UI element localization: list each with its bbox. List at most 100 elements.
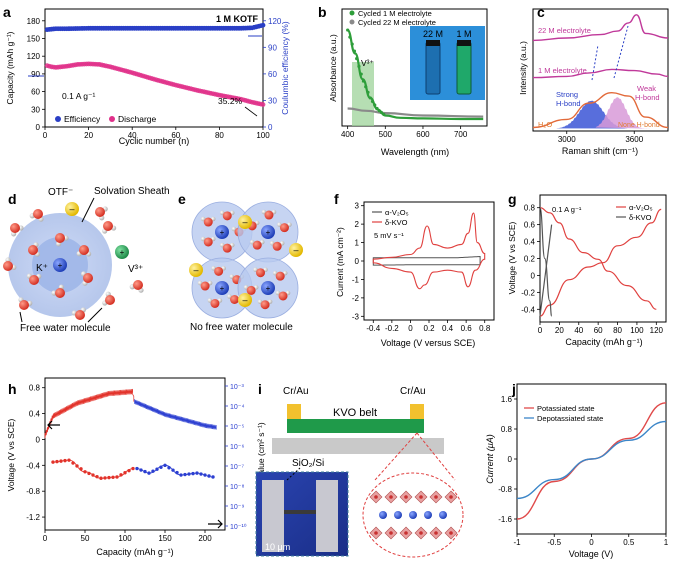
raman-line (532, 14, 669, 42)
x-tick-label: 0 (43, 534, 48, 543)
point-1m (350, 42, 354, 46)
vanadium-atom (389, 495, 393, 499)
y-tick-label: 0.8 (524, 204, 536, 213)
k-ion-charge: + (220, 228, 225, 237)
label-cr1: Cr/Au (283, 386, 309, 397)
legend-label-depot: Depotassiated state (537, 414, 603, 423)
label-v3-b: V³⁺ (361, 58, 375, 68)
plot-frame-c (532, 8, 669, 132)
arrows-free-water (19, 307, 103, 323)
point-1m (346, 28, 350, 32)
point-1m (366, 90, 370, 94)
panel-h: h 0 50 100 150 200 -1.2 -0.8 -0.4 0 0.4 0.8 10⁻¹⁰… (6, 377, 266, 557)
vial-22m (425, 41, 441, 95)
y-tick-label: 3 (355, 202, 360, 211)
potassium-atom (394, 511, 402, 519)
otf-anion (289, 243, 303, 257)
point-1m (379, 110, 384, 115)
oxygen-atom (10, 223, 20, 233)
vial-photo: 22 M 1 M (410, 26, 485, 100)
label-weak-c: Weak (637, 84, 656, 93)
x-tick-label: 0 (408, 324, 413, 333)
oxygen-atom (278, 291, 288, 301)
label-h2o-c: H₂O (538, 120, 552, 129)
y-tick-label: -3 (352, 312, 360, 321)
vanadium-atom (419, 531, 423, 535)
k-ion (53, 258, 67, 272)
oxygen-atom (28, 245, 38, 255)
legend-f: α-V₂O₅ δ-KVO 5 mV s⁻¹ (372, 208, 409, 240)
y-tick-label: 30 (31, 105, 40, 114)
y-tick-label: 150 (27, 35, 41, 44)
point-1m (352, 49, 357, 53)
x-tick-label: -0.4 (366, 324, 380, 333)
panel-letter-i: i (258, 381, 262, 397)
dvalue-point (95, 474, 99, 479)
x-tick-label: -0.2 (385, 324, 399, 333)
panel-f: f -0.4 -0.2 0 0.2 0.4 0.6 0.8 -3 -2 -1 0 1 2 3 Volta… (334, 191, 495, 348)
k-ion (215, 225, 229, 239)
legend-label-1m: Cycled 1 M electrolyte (358, 9, 432, 18)
vanadium-atom (419, 495, 423, 499)
y-tick-label: -2 (352, 294, 360, 303)
x-axis-b: 400 500 600 700 (341, 126, 468, 139)
k-ion (261, 225, 275, 239)
oxygen-atom (3, 261, 13, 271)
x-tick-label: 0.8 (479, 324, 491, 333)
x-tick-label: 50 (81, 534, 90, 543)
panel-letter-a: a (3, 4, 11, 20)
y2-tick-label: 10⁻⁷ (230, 464, 244, 471)
dvalue-point (91, 473, 95, 477)
vanadium-atom (449, 495, 453, 499)
y-axis-label-j: Current (μA) (485, 434, 495, 483)
y2-axis-label-a: Coulumbic efficiency (%) (280, 21, 290, 115)
caption-e: No free water molecule (190, 322, 293, 333)
y2-tick-label: 10⁻⁹ (230, 504, 244, 511)
y-tick-label: -0.2 (521, 288, 535, 297)
y-axis-label-c: Intensity (a.u.) (518, 41, 528, 95)
y-tick-label: -0.4 (26, 461, 40, 470)
k-ion-charge: + (220, 284, 225, 293)
dvalue-point (187, 472, 191, 476)
dvalue-point (203, 473, 207, 477)
label-scale: 10 μm (265, 542, 290, 552)
x-tick-label: 60 (171, 131, 180, 140)
x-tick-label: 600 (416, 130, 430, 139)
y-tick-label: -0.4 (521, 305, 535, 314)
dvalue-point (71, 461, 75, 465)
label-sheath-d: Solvation Sheath (94, 186, 170, 197)
oxygen-atom (260, 300, 270, 310)
x-axis-label-c: Raman shift (cm⁻¹) (562, 146, 638, 156)
gitt-charge (134, 399, 217, 430)
x-tick-label: 1 (664, 538, 669, 547)
label-k-d: K⁺ (36, 263, 48, 274)
oxygen-atom (214, 266, 224, 276)
potassium-atom (439, 511, 447, 519)
x-axis-a: 0 20 40 60 80 100 (43, 127, 270, 140)
dashed-zoom-lines (374, 432, 456, 481)
series-b (346, 28, 484, 121)
y-tick-label: 60 (31, 88, 40, 97)
oxygen-atom (210, 298, 220, 308)
y-tick-label: 0.2 (524, 255, 536, 264)
y-tick-label: 120 (268, 17, 282, 26)
series-f (372, 212, 486, 290)
series-c (532, 14, 669, 129)
dvalue-point (171, 468, 175, 472)
y2-axis-a: 0 30 60 90 120 (263, 17, 282, 132)
kvo-belt (287, 419, 424, 433)
k-ion (261, 281, 275, 295)
gitt-discharge (44, 388, 135, 439)
oxygen-atom (222, 211, 232, 221)
arrow-right-h (208, 519, 223, 529)
oxygen-atom (264, 210, 274, 220)
label-belt: KVO belt (333, 407, 377, 419)
dvalue-point (147, 471, 151, 475)
sem-electrode-right (316, 480, 338, 552)
gcd-line-d (539, 207, 553, 317)
legend-g: α-V₂O₅ δ-KVO (616, 203, 653, 222)
vanadium-atom (374, 495, 378, 499)
dvalue-point (151, 469, 155, 473)
potassium-atom (424, 511, 432, 519)
y-tick-label: 0 (36, 435, 41, 444)
